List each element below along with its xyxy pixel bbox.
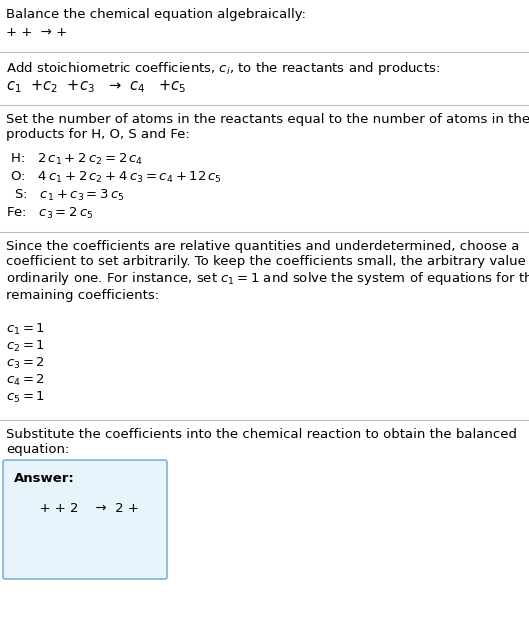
Text: H:   $2\,c_1 + 2\,c_2 = 2\,c_4$: H: $2\,c_1 + 2\,c_2 = 2\,c_4$ (6, 152, 143, 167)
Text: Fe:   $c_3 = 2\,c_5$: Fe: $c_3 = 2\,c_5$ (6, 206, 94, 221)
Text: Set the number of atoms in the reactants equal to the number of atoms in the
pro: Set the number of atoms in the reactants… (6, 113, 529, 141)
Text: $c_4 = 2$: $c_4 = 2$ (6, 373, 45, 388)
Text: Since the coefficients are relative quantities and underdetermined, choose a
coe: Since the coefficients are relative quan… (6, 240, 529, 302)
Text: Substitute the coefficients into the chemical reaction to obtain the balanced
eq: Substitute the coefficients into the che… (6, 428, 517, 456)
Text: Balance the chemical equation algebraically:: Balance the chemical equation algebraica… (6, 8, 306, 21)
Text: $c_1 = 1$: $c_1 = 1$ (6, 322, 45, 337)
Text: $c_3 = 2$: $c_3 = 2$ (6, 356, 45, 371)
Text: $c_5 = 1$: $c_5 = 1$ (6, 390, 45, 405)
Text: + + 2    →  2 +: + + 2 → 2 + (14, 502, 139, 515)
Text: Answer:: Answer: (14, 472, 75, 485)
Text: + +  → +: + + → + (6, 26, 67, 39)
Text: $c_1$  +$c_2$  +$c_3$   →  $c_4$   +$c_5$: $c_1$ +$c_2$ +$c_3$ → $c_4$ +$c_5$ (6, 78, 187, 95)
Text: O:   $4\,c_1 + 2\,c_2 + 4\,c_3 = c_4 + 12\,c_5$: O: $4\,c_1 + 2\,c_2 + 4\,c_3 = c_4 + 12\… (6, 170, 222, 185)
Text: Add stoichiometric coefficients, $c_i$, to the reactants and products:: Add stoichiometric coefficients, $c_i$, … (6, 60, 440, 77)
Text: S:   $c_1 + c_3 = 3\,c_5$: S: $c_1 + c_3 = 3\,c_5$ (6, 188, 124, 203)
FancyBboxPatch shape (3, 460, 167, 579)
Text: $c_2 = 1$: $c_2 = 1$ (6, 339, 45, 354)
